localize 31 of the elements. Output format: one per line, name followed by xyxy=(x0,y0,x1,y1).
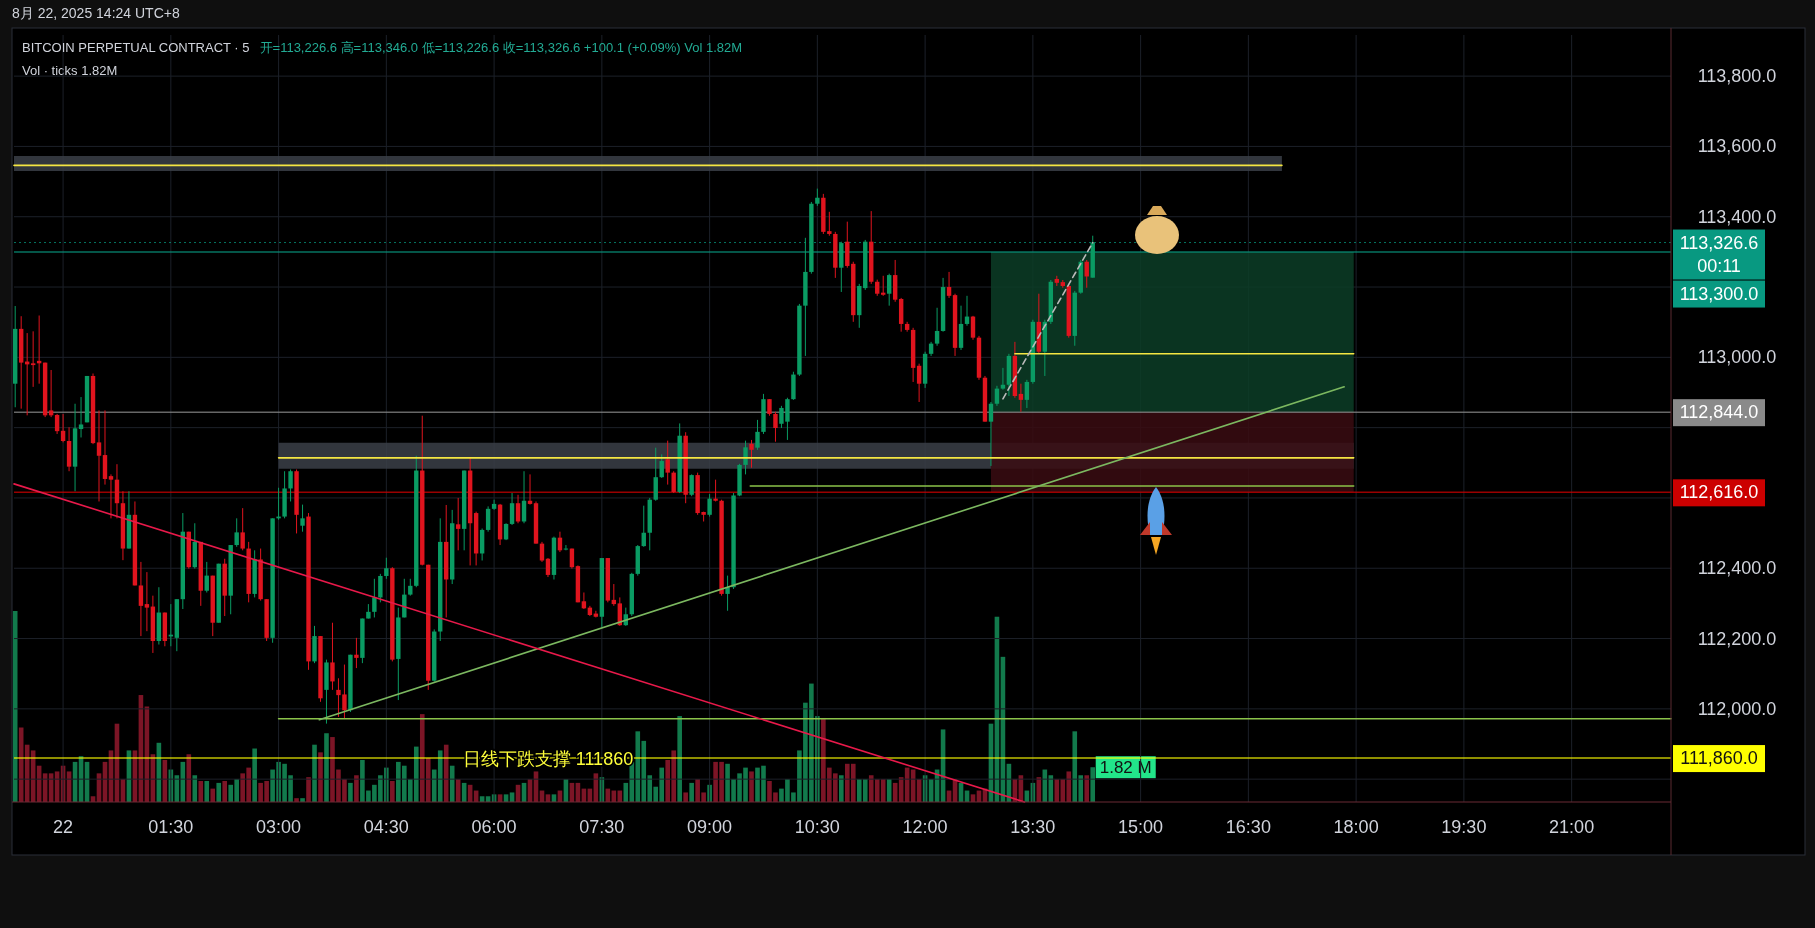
ref-line-label: 112,616.0 xyxy=(1679,482,1759,503)
ref-line-label: 113,300.0 xyxy=(1679,283,1759,304)
chart-subtitle: 开=113,226.6 高=113,346.0 低=113,226.6 收=113,326.6 +100.1 (+0.09%) Vol 1.82M xyxy=(259,40,743,55)
x-tick-label: 06:00 xyxy=(471,817,517,837)
ref-line-label: 111,860.0 xyxy=(1680,748,1758,769)
x-tick-label: 04:30 xyxy=(363,817,409,837)
x-tick-label: 13:30 xyxy=(1010,817,1056,837)
x-tick-label: 09:00 xyxy=(687,817,733,837)
text: 8月 22, 2025 14:24 UTC+8 xyxy=(12,5,180,21)
x-tick-label: 10:30 xyxy=(794,817,840,837)
x-tick-label: 21:00 xyxy=(1549,817,1595,837)
x-tick-label: 18:00 xyxy=(1333,817,1379,837)
ref-line-label: 112,844.0 xyxy=(1679,402,1759,423)
chart-title: Vol · ticks 1.82M xyxy=(22,63,118,78)
ref-line-label: 113,326.6 00:11 xyxy=(1679,232,1759,276)
x-tick-label: 01:30 xyxy=(148,817,194,837)
x-tick-label: 12:00 xyxy=(902,817,948,837)
y-tick-label: 112,000.0 xyxy=(1697,698,1777,719)
y-tick-label: 113,800.0 xyxy=(1697,66,1777,87)
y-tick-label: 113,000.0 xyxy=(1697,347,1777,368)
x-tick-label: 16:30 xyxy=(1225,817,1271,837)
y-tick-label: 112,400.0 xyxy=(1697,558,1777,579)
y-tick-label: 113,400.0 xyxy=(1697,206,1777,227)
x-tick-label: 22 xyxy=(53,817,74,837)
y-tick-label: 112,200.0 xyxy=(1697,628,1777,649)
y-tick-label: 113,600.0 xyxy=(1697,136,1777,157)
x-tick-label: 19:30 xyxy=(1441,817,1487,837)
x-tick-label: 07:30 xyxy=(579,817,625,837)
x-tick-label: 03:00 xyxy=(256,817,302,837)
chart-title: BITCOIN PERPETUAL CONTRACT · 5 xyxy=(22,40,250,55)
x-tick-label: 15:00 xyxy=(1118,817,1164,837)
